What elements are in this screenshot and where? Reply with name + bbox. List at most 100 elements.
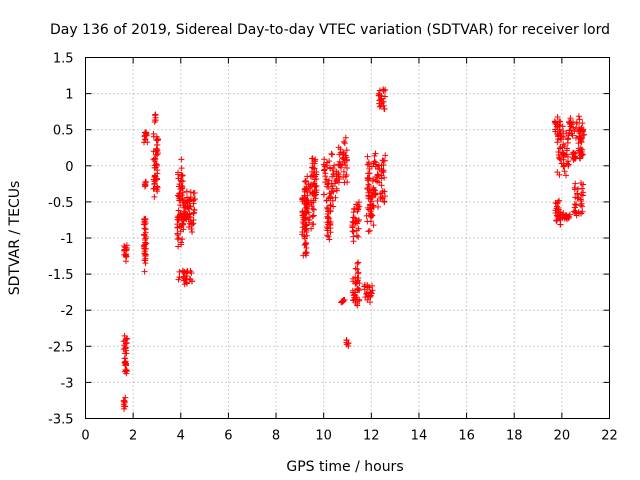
data-point xyxy=(303,202,310,209)
data-point xyxy=(365,206,372,213)
data-point xyxy=(353,232,360,239)
data-point xyxy=(154,136,161,143)
data-point xyxy=(187,268,194,275)
x-tick-label: 8 xyxy=(272,429,280,444)
data-point xyxy=(321,156,328,163)
data-point xyxy=(175,234,182,241)
data-point xyxy=(142,130,149,137)
data-point xyxy=(366,201,373,208)
data-point xyxy=(151,158,158,165)
data-point xyxy=(183,270,190,277)
data-point xyxy=(382,86,389,93)
data-point xyxy=(120,403,127,410)
plot-frame xyxy=(85,57,610,419)
data-point xyxy=(183,188,190,195)
data-point xyxy=(303,245,310,252)
data-point xyxy=(323,162,330,169)
data-point xyxy=(331,162,338,169)
data-point xyxy=(323,224,330,231)
data-point xyxy=(380,87,387,94)
x-tick-label: 14 xyxy=(411,429,428,444)
data-point xyxy=(120,397,127,404)
data-point xyxy=(122,347,129,354)
data-point xyxy=(378,182,385,189)
data-point xyxy=(141,268,148,275)
data-point xyxy=(174,224,181,231)
data-point xyxy=(575,113,582,120)
data-point xyxy=(365,284,372,291)
data-point xyxy=(578,179,585,186)
data-point xyxy=(578,185,585,192)
data-point xyxy=(552,207,559,214)
data-point xyxy=(340,297,347,304)
data-point xyxy=(377,196,384,203)
data-point xyxy=(552,200,559,207)
data-point xyxy=(190,217,197,224)
data-point xyxy=(373,161,380,168)
data-point xyxy=(153,148,160,155)
data-point xyxy=(350,209,357,216)
data-point xyxy=(566,127,573,134)
data-point xyxy=(185,216,192,223)
data-point xyxy=(362,294,369,301)
data-point xyxy=(311,169,318,176)
data-point xyxy=(563,212,570,219)
data-point xyxy=(313,189,320,196)
data-point xyxy=(181,208,188,215)
data-point xyxy=(189,229,196,236)
data-point xyxy=(310,221,317,228)
data-point xyxy=(349,287,356,294)
data-point xyxy=(121,243,128,250)
data-point xyxy=(335,171,342,178)
data-point xyxy=(327,194,334,201)
data-point xyxy=(330,165,337,172)
data-point xyxy=(372,150,379,157)
data-point xyxy=(190,197,197,204)
data-point xyxy=(575,145,582,152)
data-point xyxy=(370,222,377,229)
data-point xyxy=(575,140,582,147)
data-point xyxy=(179,184,186,191)
y-tick-label: 1 xyxy=(65,88,73,103)
data-point xyxy=(355,259,362,266)
data-point xyxy=(369,282,376,289)
data-point xyxy=(368,214,375,221)
y-tick-label: 1.5 xyxy=(53,52,74,67)
data-point xyxy=(176,274,183,281)
data-point xyxy=(574,190,581,197)
data-point xyxy=(381,199,388,206)
data-point xyxy=(152,111,159,118)
x-tick-label: 18 xyxy=(506,429,523,444)
data-point xyxy=(142,257,149,264)
data-point xyxy=(191,207,198,214)
data-point xyxy=(365,159,372,166)
data-point xyxy=(329,151,336,158)
data-point xyxy=(555,199,562,206)
data-point xyxy=(326,164,333,171)
data-point xyxy=(310,181,317,188)
data-point xyxy=(363,290,370,297)
data-point xyxy=(323,204,330,211)
data-point xyxy=(560,141,567,148)
y-tick-label: -2 xyxy=(61,304,74,319)
data-point xyxy=(381,157,388,164)
data-point xyxy=(328,150,335,157)
data-point xyxy=(561,168,568,175)
data-point xyxy=(122,340,129,347)
x-tick-label: 12 xyxy=(363,429,380,444)
data-point xyxy=(333,187,340,194)
data-point xyxy=(141,215,148,222)
data-point xyxy=(555,133,562,140)
data-point xyxy=(370,202,377,209)
data-point xyxy=(175,243,182,250)
data-point xyxy=(303,196,310,203)
data-point xyxy=(572,180,579,187)
data-point xyxy=(299,209,306,216)
data-point xyxy=(560,150,567,157)
data-point xyxy=(368,205,375,212)
data-point xyxy=(122,360,129,367)
data-point xyxy=(552,128,559,135)
data-point xyxy=(575,186,582,193)
data-point xyxy=(328,190,335,197)
